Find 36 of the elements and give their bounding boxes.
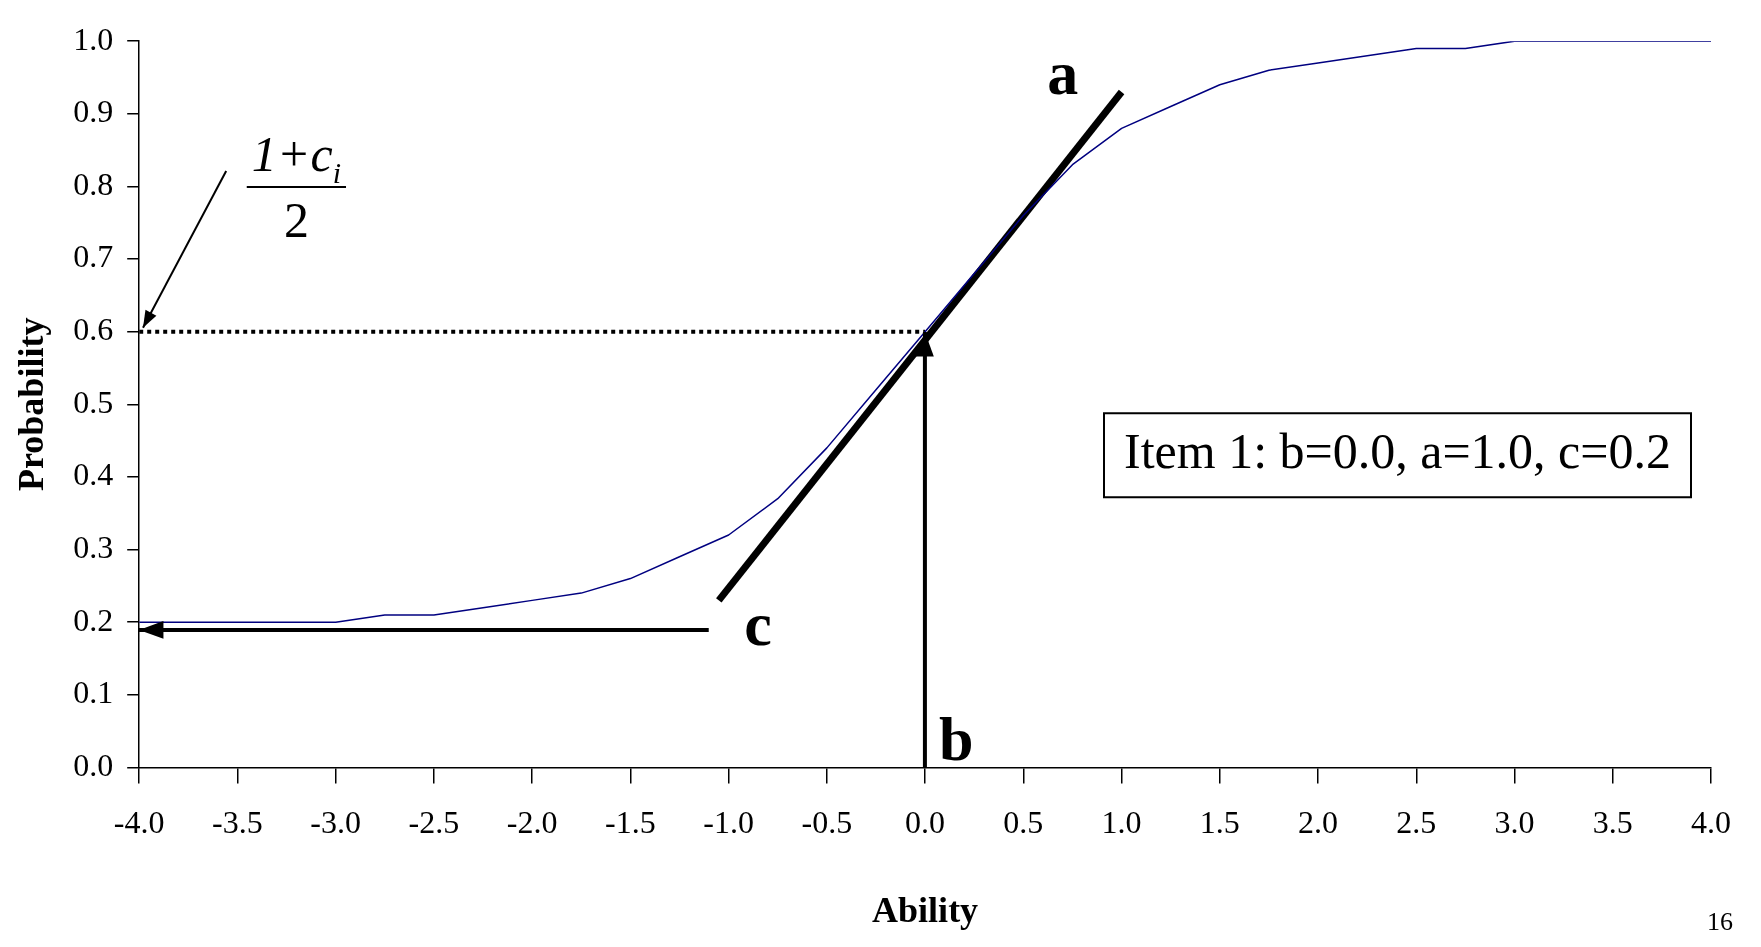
x-tick-label: -3.5 <box>212 804 263 841</box>
annotation: Item 1: b=0.0, a=1.0, c=0.2 <box>1124 423 1671 480</box>
x-tick-label: -1.5 <box>605 804 656 841</box>
x-tick-label: -2.0 <box>506 804 558 841</box>
annotation: 2 <box>283 191 309 248</box>
text: 16 <box>1707 906 1733 936</box>
y-tick-label: 0.4 <box>73 456 114 493</box>
annotation: c <box>744 590 772 659</box>
y-axis-title: Probability <box>10 317 51 491</box>
x-tick-label: 0.0 <box>905 804 946 841</box>
y-tick-label: 0.1 <box>73 674 114 711</box>
x-tick-label: 2.5 <box>1396 804 1437 841</box>
y-tick-label: 0.6 <box>73 311 114 348</box>
x-tick-label: 3.0 <box>1494 804 1535 841</box>
annotation: a <box>1047 38 1079 107</box>
x-tick-label: 0.5 <box>1003 804 1044 841</box>
x-tick-label: 2.0 <box>1298 804 1339 841</box>
x-axis-title: Ability <box>872 889 979 930</box>
annotation: b <box>939 705 974 774</box>
x-tick-label: -4.0 <box>113 804 165 841</box>
x-tick-label: -3.0 <box>310 804 361 841</box>
y-tick-label: 0.7 <box>73 238 114 275</box>
y-tick-label: 0.3 <box>73 528 114 565</box>
x-tick-label: 1.0 <box>1101 804 1142 841</box>
y-tick-label: 0.0 <box>73 746 114 783</box>
x-tick-label: 3.5 <box>1592 804 1633 841</box>
y-tick-label: 0.9 <box>73 93 114 130</box>
y-tick-label: 0.5 <box>73 383 114 420</box>
x-tick-label: 1.5 <box>1199 804 1240 841</box>
x-tick-label: -1.0 <box>703 804 754 841</box>
x-tick-label: -2.5 <box>408 804 460 841</box>
x-tick-label: -0.5 <box>801 804 853 841</box>
y-tick-label: 0.8 <box>73 165 114 202</box>
y-tick-label: 1.0 <box>73 20 114 57</box>
y-tick-label: 0.2 <box>73 601 114 638</box>
x-tick-label: 4.0 <box>1691 804 1731 841</box>
